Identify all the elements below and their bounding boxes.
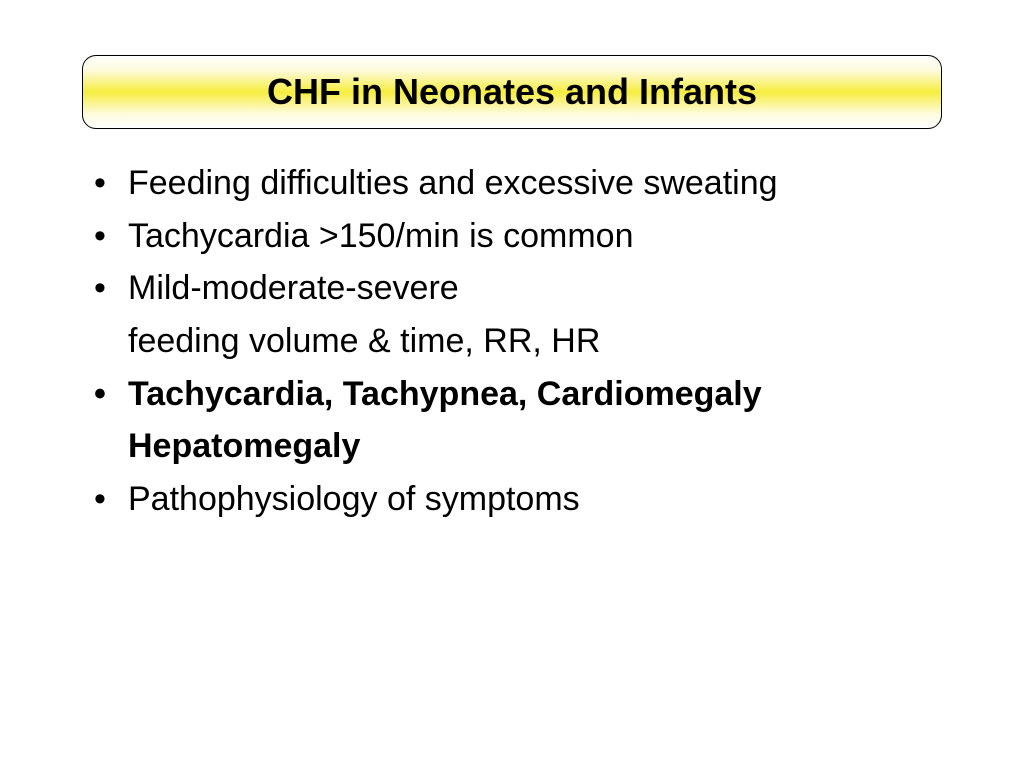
bullet-list: Feeding difficulties and excessive sweat… xyxy=(60,157,964,526)
bullet-text: Tachycardia, Tachypnea, Cardiomegaly xyxy=(128,375,762,413)
list-item: Tachycardia, Tachypnea, Cardiomegaly Hep… xyxy=(94,368,964,473)
bullet-subtext: Hepatomegaly xyxy=(128,420,964,473)
title-box: CHF in Neonates and Infants xyxy=(82,55,942,129)
list-item: Tachycardia >150/min is common xyxy=(94,210,964,263)
slide-title: CHF in Neonates and Infants xyxy=(267,71,757,113)
list-item: Mild-moderate-severe feeding volume & ti… xyxy=(94,262,964,367)
bullet-text: Pathophysiology of symptoms xyxy=(128,480,580,518)
bullet-text: Feeding difficulties and excessive sweat… xyxy=(128,164,778,202)
list-item: Feeding difficulties and excessive sweat… xyxy=(94,157,964,210)
list-item: Pathophysiology of symptoms xyxy=(94,473,964,526)
bullet-subtext: feeding volume & time, RR, HR xyxy=(128,315,964,368)
bullet-text: Tachycardia >150/min is common xyxy=(128,217,634,255)
bullet-text: Mild-moderate-severe xyxy=(128,269,459,307)
